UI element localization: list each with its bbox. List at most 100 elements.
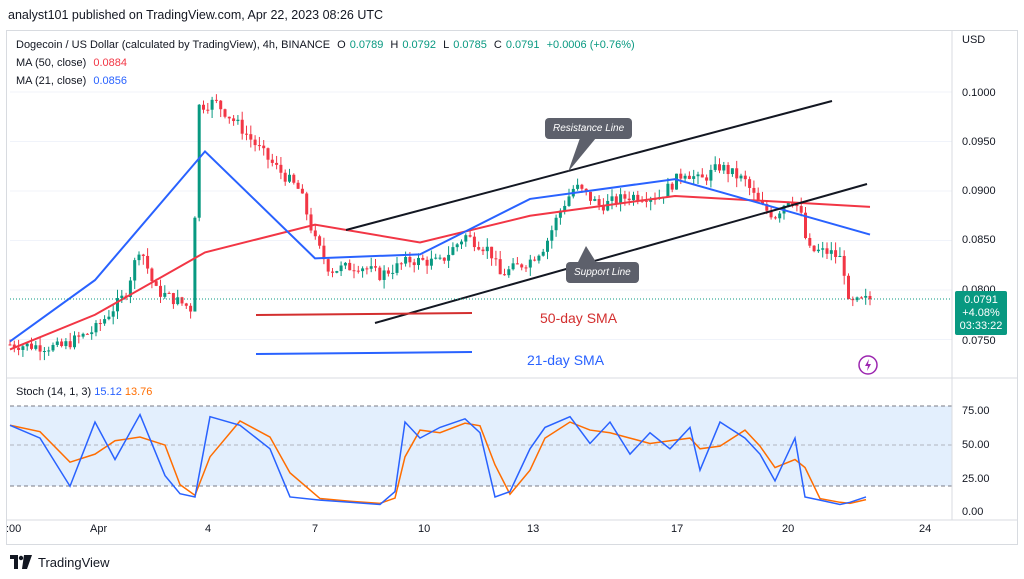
stoch-label: Stoch (14, 1, 3) bbox=[16, 386, 92, 398]
candle-body bbox=[120, 295, 124, 299]
candle-body bbox=[494, 258, 498, 260]
candle-body bbox=[580, 184, 584, 189]
candle-body bbox=[98, 323, 102, 325]
candle-body bbox=[184, 303, 188, 306]
candle-body bbox=[705, 177, 709, 181]
candle-body bbox=[477, 247, 481, 250]
candle-body bbox=[180, 297, 184, 304]
candle-body bbox=[778, 213, 782, 219]
candle-body bbox=[743, 175, 747, 180]
candle-body bbox=[761, 200, 764, 205]
candle-body bbox=[64, 341, 68, 347]
candle-body bbox=[343, 262, 347, 266]
candle-body bbox=[51, 344, 55, 351]
chart-frame bbox=[6, 30, 1018, 545]
stoch-d-value: 13.76 bbox=[124, 386, 153, 398]
candle-body bbox=[137, 254, 141, 261]
price-tick: 0.0950 bbox=[962, 136, 996, 148]
candle-body bbox=[417, 257, 420, 266]
candle-body bbox=[679, 173, 683, 179]
candle-body bbox=[490, 246, 494, 259]
candle-body bbox=[197, 104, 201, 218]
candle-body bbox=[313, 230, 317, 237]
candle-body bbox=[683, 175, 687, 179]
candle-body bbox=[404, 256, 408, 264]
resistance-callout-pointer bbox=[568, 138, 596, 172]
candle-body bbox=[438, 257, 442, 259]
candle-body bbox=[537, 255, 541, 261]
candle-body bbox=[718, 164, 721, 171]
candle-body bbox=[507, 269, 511, 276]
candle-countdown: 03:33:22 bbox=[959, 320, 1003, 332]
ma21-line bbox=[9, 149, 871, 343]
legend-symbol-row[interactable]: Dogecoin / US Dollar (calculated by Trad… bbox=[16, 36, 639, 54]
candle-body bbox=[21, 346, 25, 350]
candle-body bbox=[675, 173, 678, 190]
candle-body bbox=[171, 293, 175, 305]
stoch-tick: 0.00 bbox=[962, 506, 984, 518]
candle-body bbox=[447, 254, 451, 261]
high-value: 0.0792 bbox=[402, 39, 437, 51]
footer-brand[interactable]: TradingView bbox=[10, 551, 110, 573]
candle-body bbox=[808, 238, 812, 246]
candle-body bbox=[339, 265, 343, 272]
resistance-trendline bbox=[345, 100, 833, 231]
candle-body bbox=[623, 194, 627, 199]
candle-body bbox=[189, 305, 193, 312]
stoch-k-value: 15.12 bbox=[94, 386, 122, 398]
candle-body bbox=[511, 263, 515, 270]
candle-body bbox=[842, 255, 846, 276]
candle-body bbox=[356, 270, 360, 272]
time-label: 24 bbox=[919, 523, 932, 535]
candle-body bbox=[567, 196, 571, 206]
candle-body bbox=[614, 196, 618, 204]
price-gridlines bbox=[10, 91, 952, 340]
current-price-tag bbox=[955, 291, 1007, 335]
candle-body bbox=[804, 212, 807, 239]
candle-body bbox=[481, 249, 485, 252]
currency-label: USD bbox=[962, 34, 986, 46]
candle-body bbox=[692, 176, 696, 179]
candle-body bbox=[576, 184, 580, 189]
candle-body bbox=[12, 344, 16, 348]
candle-body bbox=[335, 271, 339, 273]
candle-body bbox=[868, 295, 872, 300]
candle-body bbox=[864, 295, 868, 298]
candle-body bbox=[408, 256, 412, 263]
open-label: O bbox=[337, 39, 346, 51]
low-label: L bbox=[443, 39, 450, 51]
candle-body bbox=[713, 164, 717, 170]
candle-body bbox=[386, 270, 390, 274]
candle-body bbox=[8, 344, 12, 346]
legend-ma50-row[interactable]: MA (50, close) 0.0884 bbox=[16, 54, 639, 72]
candle-body bbox=[593, 199, 597, 201]
candle-body bbox=[85, 333, 89, 335]
candle-body bbox=[395, 263, 399, 273]
candle-body bbox=[227, 116, 231, 119]
candle-body bbox=[249, 134, 253, 140]
candle-body bbox=[610, 196, 614, 201]
candle-body bbox=[773, 217, 777, 219]
candle-body bbox=[163, 292, 167, 297]
candle-body bbox=[425, 259, 429, 266]
candle-body bbox=[666, 183, 670, 197]
ma21-value: 0.0856 bbox=[93, 75, 128, 87]
candle-body bbox=[735, 168, 739, 179]
candle-body bbox=[834, 250, 838, 258]
candle-body bbox=[515, 263, 519, 265]
support-line-callout[interactable]: Support Line bbox=[566, 262, 639, 283]
stoch-k-line bbox=[9, 412, 867, 506]
candle-body bbox=[558, 210, 562, 218]
top-bar: analyst101 published on TradingView.com,… bbox=[0, 0, 1024, 30]
candle-body bbox=[739, 175, 743, 179]
candle-body bbox=[30, 343, 33, 349]
candle-body bbox=[318, 236, 322, 246]
stoch-legend[interactable]: Stoch (14, 1, 3) 15.12 13.76 bbox=[16, 386, 152, 398]
candle-body bbox=[636, 194, 640, 201]
resistance-line-callout[interactable]: Resistance Line bbox=[545, 118, 633, 139]
candle-body bbox=[627, 198, 631, 201]
candle-body bbox=[206, 109, 210, 111]
candle-body bbox=[68, 341, 72, 348]
legend-ma21-row[interactable]: MA (21, close) 0.0856 bbox=[16, 72, 639, 90]
